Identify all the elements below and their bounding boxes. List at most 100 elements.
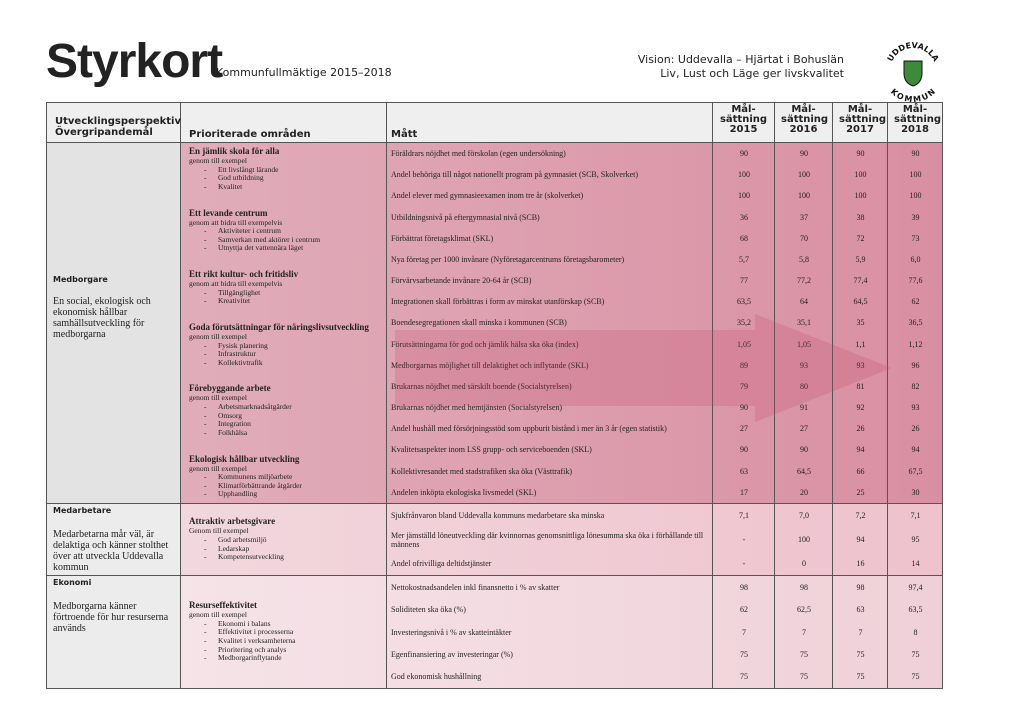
area: Attraktiv arbetsgivare Genom till exempel… — [181, 516, 386, 561]
column-line — [387, 504, 713, 575]
measure-row: Nya företag per 1000 invånare (Nyföretag… — [387, 249, 943, 270]
measure-text: Sjukfrånvaron bland Uddevalla kommuns me… — [391, 511, 605, 521]
target-value: 90 — [856, 149, 865, 159]
area-title: Ett rikt kultur- och fritidsliv — [189, 269, 299, 280]
logo-text: UDDEVALLA — [886, 41, 941, 64]
perspective: Medborgare — [53, 275, 108, 284]
target-value: - — [742, 558, 746, 568]
target-value: 95 — [911, 535, 920, 544]
target-value: 100 — [909, 191, 922, 201]
measure-text: Förutsättningarna för god och jämlik häl… — [391, 339, 579, 349]
target-value: 75 — [740, 672, 748, 682]
target-value: 94 — [856, 445, 865, 455]
area-item: Folkhälsa — [189, 428, 386, 438]
measure-row: Andel elever med gymnasieexamen inom tre… — [387, 185, 943, 206]
column-line — [387, 143, 713, 503]
target-value: 7,1 — [910, 511, 921, 521]
target-value: 77 — [740, 276, 748, 286]
measure-text: Mer jämställd löneutveckling där kvinnor… — [391, 530, 704, 549]
header-text: Utvecklingsperspektiv — [55, 116, 182, 127]
area-title: Resurseffektivitet — [189, 600, 257, 611]
target-value: 1,12 — [908, 339, 923, 349]
area-item: God arbetsmiljö — [189, 535, 386, 545]
target-value: 90 — [740, 149, 748, 159]
target-value: 5,9 — [855, 254, 866, 264]
area-title: Attraktiv arbetsgivare — [189, 516, 276, 527]
target-value: 64 — [800, 297, 808, 307]
target-value: 98 — [856, 582, 865, 592]
area-item: Kommunens miljöarbete — [189, 473, 386, 482]
column-lines — [387, 143, 943, 503]
area-title: Förebyggande arbete — [189, 383, 271, 394]
target-value: 35,2 — [737, 318, 751, 328]
target-value: - — [742, 535, 746, 544]
column-line — [775, 576, 833, 688]
measure-row: Integrationen skall förbättras i form av… — [387, 291, 943, 312]
target-value: 37 — [800, 212, 808, 222]
section-row: Medarbetare Medarbetarna mår väl, är dela… — [46, 503, 943, 575]
header-text: 2016 — [789, 124, 818, 135]
target-value: 100 — [798, 191, 810, 201]
goal: Medborgarna känner förtroende för hur re… — [53, 601, 169, 634]
vision-line: Vision: Uddevalla – Hjärtat i Bohuslän — [637, 53, 844, 66]
target-value: 93 — [800, 360, 808, 370]
header-cell: Mål-sättning 2016 — [775, 103, 833, 142]
header-cell: Mål-sättning 2017 — [833, 103, 888, 142]
column-line — [888, 576, 943, 688]
target-value: 36,5 — [908, 318, 923, 328]
perspective-cell: Ekonomi Medborgarna känner förtroende för… — [46, 576, 181, 688]
area-item: Kreativitet — [189, 297, 386, 306]
target-value: 73 — [911, 233, 920, 243]
measure-text: Brukarnas nöjdhet med särskilt boende (S… — [391, 381, 572, 391]
target-value: 100 — [854, 191, 867, 201]
measure-row: Boendesegregationen skall minska i kommu… — [387, 312, 943, 333]
measure-text: Investeringsnivå i % av skatteintäkter — [391, 627, 512, 637]
target-value: 89 — [740, 360, 748, 370]
target-value: 17 — [740, 487, 748, 497]
target-value: 80 — [800, 381, 808, 391]
area-item: Kompetensutveckling — [189, 552, 386, 562]
column-line — [713, 143, 775, 503]
target-value: 90 — [800, 445, 808, 455]
measure-text: Förvärvsarbetande invånare 20-64 år (SCB… — [391, 276, 532, 286]
measure-row: Investeringsnivå i % av skatteintäkter 7 7… — [387, 621, 943, 643]
target-value: 93 — [856, 360, 865, 370]
target-value: 98 — [740, 582, 748, 592]
measure-row: Kvalitetsaspekter inom LSS grupp- och se… — [387, 439, 943, 460]
target-value: 63 — [740, 466, 748, 476]
target-value: 63,5 — [737, 297, 751, 307]
column-lines — [387, 576, 943, 688]
perspective: Ekonomi — [53, 578, 92, 587]
goal: En social, ekologisk och ekonomisk hållb… — [53, 296, 151, 340]
area-item: Effektivitet i processerna — [189, 628, 386, 637]
logo: UDDEVALLA KOMMUN — [884, 41, 942, 102]
target-value: 72 — [856, 233, 865, 243]
vision-line: Liv, Lust och Läge ger livskvalitet — [660, 67, 844, 80]
area: Ett rikt kultur- och fritidsliv genom att… — [181, 269, 386, 306]
measures: Sjukfrånvaron bland Uddevalla kommuns me… — [387, 504, 943, 575]
measure-row: Kollektivresandet med stadstrafiken ska … — [387, 461, 943, 482]
target-value: 35,1 — [797, 318, 811, 328]
area-item: Kvalitet i verksamheterna — [189, 636, 386, 646]
target-value: 81 — [856, 381, 865, 391]
perspective-cell: Medborgare En social, ekologisk och ekono… — [46, 143, 181, 503]
area-item: Ekonomi i balans — [189, 619, 386, 629]
target-value: 0 — [802, 558, 806, 568]
header-cell: Prioriterade områden — [181, 103, 387, 142]
title: Styrkort — [46, 35, 223, 88]
target-value: 38 — [856, 212, 865, 222]
area-item: Integration — [189, 420, 386, 429]
target-value: 98 — [800, 582, 808, 592]
target-value: 90 — [911, 149, 920, 159]
target-value: 1,05 — [797, 339, 811, 349]
area-item: Kvalitet — [189, 182, 386, 192]
area-item: Infrastruktur — [189, 350, 386, 359]
target-value: 7 — [802, 627, 806, 637]
column-line — [888, 504, 943, 575]
measure-text: Kvalitetsaspekter inom LSS grupp- och se… — [391, 445, 592, 455]
header-text: Mål-sättning — [839, 104, 887, 125]
logo-shield — [903, 60, 923, 87]
